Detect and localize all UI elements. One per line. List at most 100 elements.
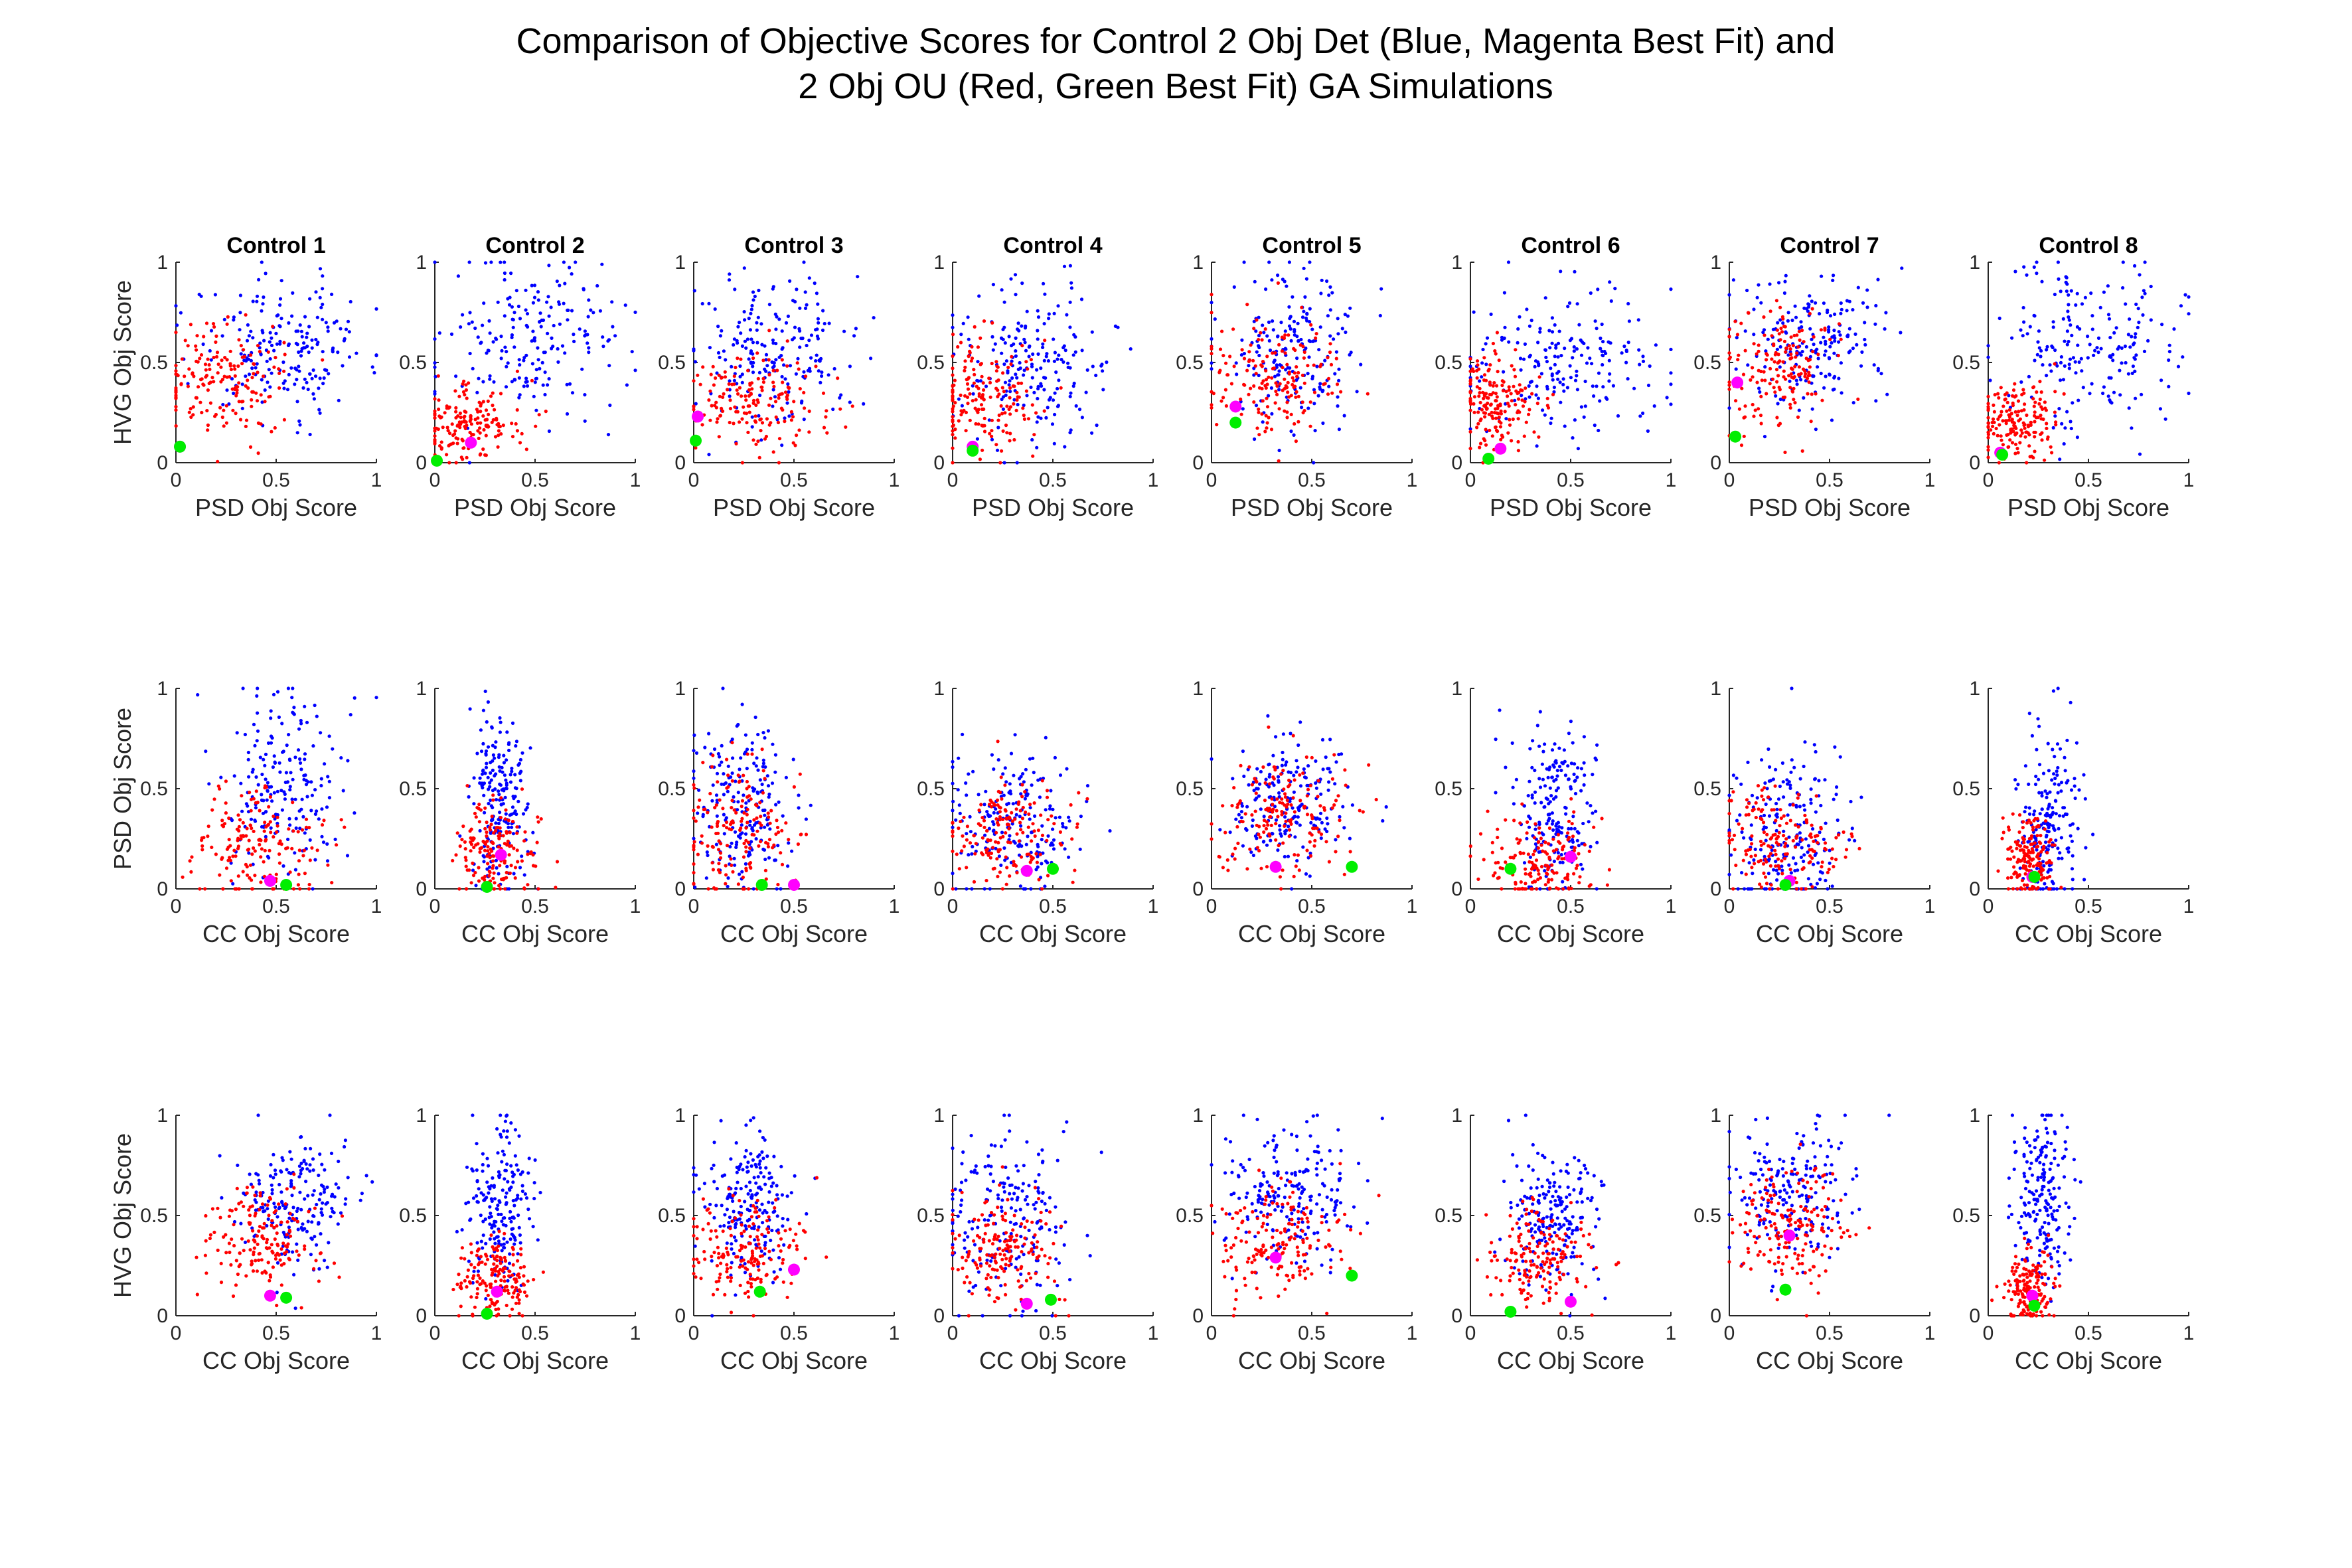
det-point <box>956 788 960 792</box>
det-point <box>1654 343 1658 347</box>
det-point <box>718 763 722 767</box>
ou-point <box>174 386 178 390</box>
ou-point <box>1498 425 1502 429</box>
det-point <box>984 789 988 793</box>
ou-point <box>721 409 725 414</box>
det-point <box>814 328 818 332</box>
ou-point <box>951 366 955 370</box>
ou-point <box>749 797 753 801</box>
det-point <box>510 333 514 337</box>
det-point <box>992 767 996 771</box>
ou-point <box>718 394 722 398</box>
det-point <box>1241 407 1245 411</box>
ou-point <box>773 400 778 404</box>
det-point <box>1879 372 1883 376</box>
ou-point <box>1259 866 1263 870</box>
det-point <box>2067 293 2071 297</box>
det-point <box>456 274 461 278</box>
det-point <box>558 322 562 326</box>
ou-point <box>1248 847 1252 851</box>
ou-point <box>454 410 458 414</box>
ou-point <box>974 398 978 402</box>
ou-point <box>777 830 781 834</box>
det-point <box>1067 819 1071 823</box>
x-tick-label: 1 <box>371 896 382 917</box>
ou-point <box>2011 388 2016 392</box>
ou-point <box>960 849 964 853</box>
ou-point <box>1007 826 1011 830</box>
ou-point <box>1026 825 1030 829</box>
det-point <box>262 339 266 343</box>
y-axis-label: PSD Obj Score <box>109 708 136 870</box>
det-point <box>1782 291 1786 295</box>
ou-point <box>2043 406 2047 410</box>
ou-best-fit-marker <box>481 880 493 893</box>
det-point <box>494 821 498 825</box>
ou-point <box>2019 434 2023 438</box>
ou-point <box>473 870 477 875</box>
det-point <box>1289 315 1293 319</box>
det-point <box>1543 413 1547 417</box>
det-point <box>1287 324 1292 328</box>
det-point <box>1507 340 1511 344</box>
ou-point <box>1032 433 1036 437</box>
det-point <box>283 797 287 801</box>
ou-point <box>775 368 779 372</box>
ou-point <box>1255 318 1259 322</box>
det-point <box>278 770 282 774</box>
ou-point <box>1005 404 1009 408</box>
det-point <box>270 343 274 348</box>
det-point <box>568 382 572 386</box>
ou-point <box>277 861 281 865</box>
det-point <box>951 799 955 803</box>
det-point <box>1579 405 1583 409</box>
ou-point <box>498 826 502 830</box>
det-point <box>509 272 513 275</box>
det-point <box>310 793 314 797</box>
x-tick-label: 1 <box>2183 469 2195 491</box>
det-point <box>278 342 282 346</box>
ou-point <box>1008 874 1012 878</box>
det-point <box>274 331 278 335</box>
det-point <box>1571 356 1575 360</box>
ou-point <box>271 325 275 329</box>
det-point <box>1099 364 1103 368</box>
det-point <box>630 350 634 354</box>
det-point <box>505 783 509 787</box>
det-best-fit-marker <box>1020 864 1033 877</box>
det-point <box>1304 776 1308 780</box>
det-point <box>1028 817 1032 821</box>
ou-point <box>210 376 214 380</box>
det-point <box>1257 344 1261 348</box>
ou-point <box>1254 372 1258 376</box>
ou-point <box>1226 868 1230 872</box>
ou-point <box>1314 332 1318 336</box>
ou-point <box>775 825 780 830</box>
ou-point <box>240 355 244 359</box>
y-tick-label: 0 <box>416 878 427 900</box>
det-point <box>763 825 767 829</box>
det-point <box>728 379 732 383</box>
ou-point <box>1269 428 1274 431</box>
det-point <box>269 741 274 745</box>
y-tick-label: 1 <box>933 678 945 700</box>
ou-point <box>2021 388 2025 392</box>
det-point <box>2076 343 2080 347</box>
det-point <box>1295 821 1299 825</box>
x-tick-label: 0 <box>430 469 441 491</box>
ou-point <box>749 392 753 396</box>
ou-point <box>258 842 262 846</box>
ou-point <box>1774 368 1779 372</box>
det-point <box>992 811 996 815</box>
det-point <box>1513 398 1517 402</box>
ou-point <box>980 448 984 452</box>
ou-point <box>1740 386 1744 390</box>
det-point <box>607 338 611 342</box>
det-point <box>2133 369 2137 374</box>
det-point <box>481 742 485 745</box>
ou-point <box>2015 414 2019 418</box>
ou-point <box>1308 400 1312 404</box>
ou-point <box>1270 376 1274 380</box>
det-best-fit-marker <box>1494 442 1507 455</box>
ou-point <box>1792 376 1796 380</box>
